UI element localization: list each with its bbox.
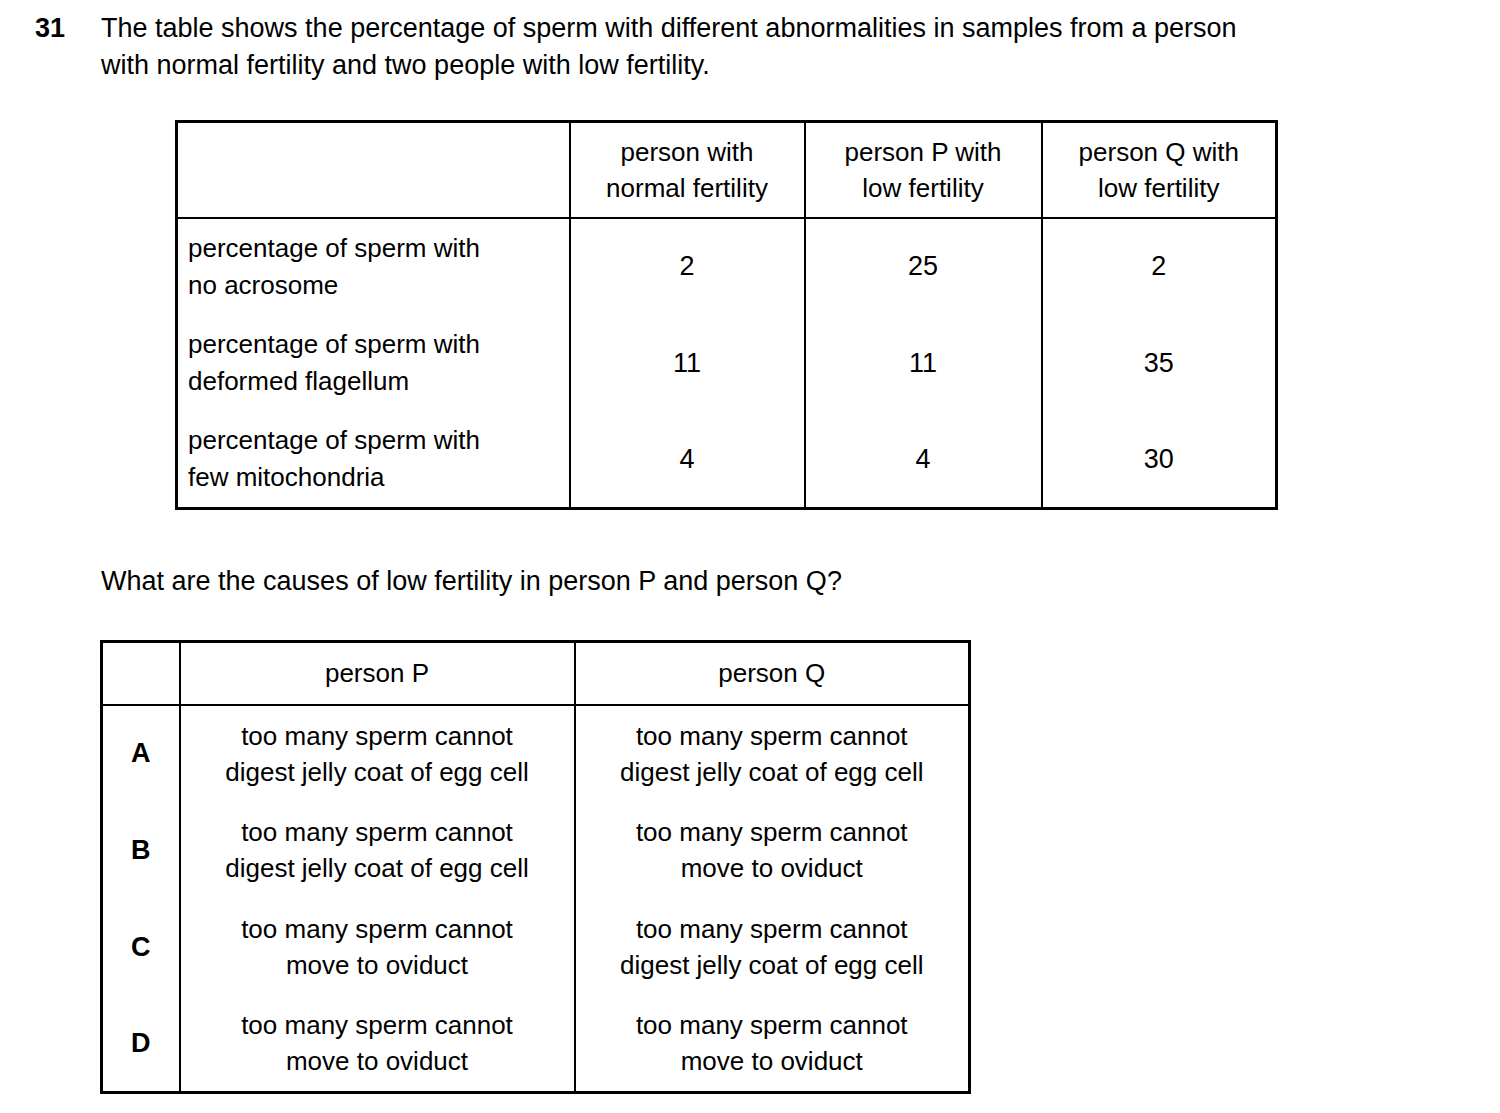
- data-table-header-person-q: person Q with low fertility: [1042, 122, 1277, 218]
- option-d-person-q: too many sperm cannot move to oviduct: [575, 996, 970, 1093]
- table-row-deformed-flagellum: percentage of sperm with deformed flagel…: [177, 315, 1277, 412]
- option-c-person-p: too many sperm cannot move to oviduct: [180, 899, 575, 996]
- option-row-c: C too many sperm cannot move to oviduct …: [102, 899, 970, 996]
- options-header-person-q: person Q: [575, 642, 970, 705]
- options-header-blank: [102, 642, 180, 705]
- data-table-header-person-p: person P with low fertility: [805, 122, 1042, 218]
- value-normal-few-mitochondria: 4: [570, 412, 805, 509]
- question-text: The table shows the percentage of sperm …: [101, 10, 1471, 84]
- option-d-person-p: too many sperm cannot move to oviduct: [180, 996, 575, 1093]
- option-c-person-q: too many sperm cannot digest jelly coat …: [575, 899, 970, 996]
- options-table-header-row: person P person Q: [102, 642, 970, 705]
- option-letter-d: D: [102, 996, 180, 1093]
- value-p-few-mitochondria: 4: [805, 412, 1042, 509]
- option-a-person-q: too many sperm cannot digest jelly coat …: [575, 705, 970, 802]
- exam-question-page: 31 The table shows the percentage of spe…: [0, 0, 1500, 1113]
- answer-options-table: person P person Q A too many sperm canno…: [100, 640, 971, 1094]
- sub-question-text: What are the causes of low fertility in …: [101, 564, 842, 598]
- option-b-person-q: too many sperm cannot move to oviduct: [575, 802, 970, 899]
- value-p-no-acrosome: 25: [805, 218, 1042, 315]
- value-q-no-acrosome: 2: [1042, 218, 1277, 315]
- value-normal-deformed-flagellum: 11: [570, 315, 805, 412]
- option-row-d: D too many sperm cannot move to oviduct …: [102, 996, 970, 1093]
- option-letter-a: A: [102, 705, 180, 802]
- option-row-a: A too many sperm cannot digest jelly coa…: [102, 705, 970, 802]
- row-label-no-acrosome: percentage of sperm with no acrosome: [177, 218, 570, 315]
- option-letter-b: B: [102, 802, 180, 899]
- value-normal-no-acrosome: 2: [570, 218, 805, 315]
- option-a-person-p: too many sperm cannot digest jelly coat …: [180, 705, 575, 802]
- table-row-no-acrosome: percentage of sperm with no acrosome 2 2…: [177, 218, 1277, 315]
- option-b-person-p: too many sperm cannot digest jelly coat …: [180, 802, 575, 899]
- value-p-deformed-flagellum: 11: [805, 315, 1042, 412]
- option-letter-c: C: [102, 899, 180, 996]
- row-label-deformed-flagellum: percentage of sperm with deformed flagel…: [177, 315, 570, 412]
- value-q-few-mitochondria: 30: [1042, 412, 1277, 509]
- question-number: 31: [35, 10, 65, 47]
- data-table-header-normal-fertility: person with normal fertility: [570, 122, 805, 218]
- data-table-header-blank: [177, 122, 570, 218]
- fertility-data-table: person with normal fertility person P wi…: [175, 120, 1278, 510]
- value-q-deformed-flagellum: 35: [1042, 315, 1277, 412]
- data-table-header-row: person with normal fertility person P wi…: [177, 122, 1277, 218]
- option-row-b: B too many sperm cannot digest jelly coa…: [102, 802, 970, 899]
- row-label-few-mitochondria: percentage of sperm with few mitochondri…: [177, 412, 570, 509]
- options-header-person-p: person P: [180, 642, 575, 705]
- table-row-few-mitochondria: percentage of sperm with few mitochondri…: [177, 412, 1277, 509]
